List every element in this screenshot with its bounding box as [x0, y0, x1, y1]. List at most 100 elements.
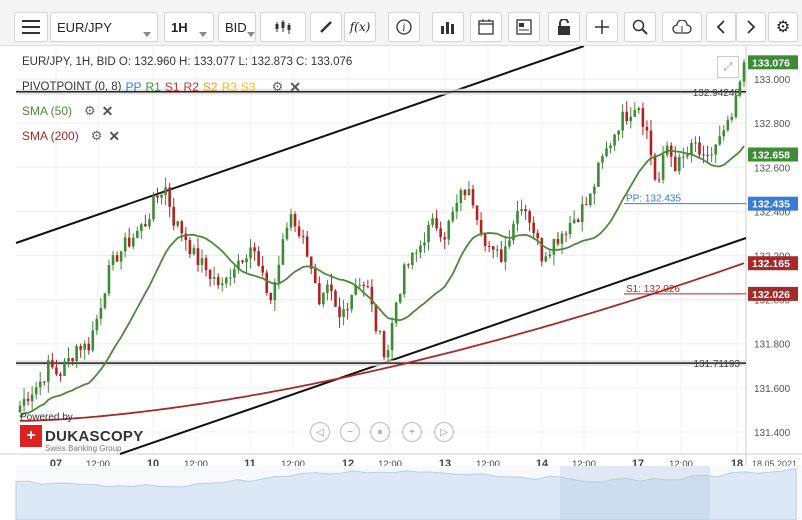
zoom-button[interactable] — [624, 12, 656, 42]
candle-body — [540, 238, 544, 262]
candle-body — [285, 227, 289, 240]
candle-body — [653, 155, 657, 180]
candle-body — [188, 240, 192, 255]
expand-icon: ⤢ — [723, 60, 733, 73]
draw-tool-button[interactable] — [310, 12, 342, 42]
nav-zoom-in-button[interactable]: + — [402, 422, 422, 442]
x-tick-label: 12:00 — [572, 459, 596, 470]
calendar-button[interactable] — [470, 12, 502, 42]
candle-body — [131, 237, 135, 247]
candle-body — [536, 233, 540, 239]
price-chart[interactable]: 133.000132.800132.600132.400132.200132.0… — [0, 46, 802, 520]
candle-body — [508, 240, 511, 247]
candle-body — [730, 117, 734, 120]
zoom-in-icon: + — [409, 426, 415, 438]
brand-name: DUKASCOPY — [45, 427, 144, 445]
candle-body — [455, 203, 459, 212]
candle-body — [500, 249, 503, 262]
candle-body — [398, 294, 402, 303]
nav-zoom-out-button[interactable]: − — [340, 422, 360, 442]
pivot-level-r3: R3 — [221, 80, 237, 94]
period-select[interactable]: 1H — [164, 12, 214, 42]
candle-body — [520, 209, 523, 211]
candle-body — [79, 346, 82, 350]
candle-body — [576, 219, 580, 223]
gear-icon[interactable]: ⚙ — [90, 128, 103, 143]
gear-icon[interactable]: ⚙ — [84, 103, 96, 118]
candle-body — [734, 95, 738, 118]
scroll-right-button[interactable] — [736, 12, 766, 42]
candle-body — [135, 230, 139, 238]
candle-body — [382, 331, 386, 358]
candle-body — [463, 190, 467, 196]
candle-body — [419, 245, 422, 253]
close-icon[interactable]: ✕ — [101, 102, 114, 119]
candle-body — [71, 358, 74, 361]
candle-body — [593, 186, 596, 194]
close-icon[interactable]: ✕ — [289, 78, 301, 95]
side-value: BID — [225, 19, 247, 35]
candle-body — [629, 116, 633, 122]
pivot-level-s1: S1 — [164, 80, 180, 94]
candle-body — [516, 210, 519, 224]
gear-icon[interactable]: ⚙ — [271, 79, 284, 94]
crosshair-button[interactable] — [586, 12, 618, 42]
candle-body — [621, 111, 624, 131]
y-tick-label: 132.600 — [754, 163, 791, 174]
info-button[interactable]: i — [388, 12, 420, 42]
indicators-button[interactable]: f(x) — [344, 12, 376, 42]
candle-body — [504, 246, 507, 262]
candle-body — [196, 248, 200, 265]
settings-button[interactable]: ⚙ — [768, 12, 798, 42]
candle-body — [83, 343, 87, 350]
candle-body — [115, 255, 119, 262]
scroll-left-button[interactable] — [706, 12, 736, 42]
candle-body — [714, 144, 717, 155]
bar-chart-button[interactable] — [432, 12, 464, 42]
cloud-upload-button[interactable] — [662, 12, 702, 42]
candle-body — [690, 143, 693, 155]
hline-label: 131.71193 — [693, 359, 740, 370]
nav-reset-button[interactable]: ⏸ — [370, 422, 390, 442]
pivot-level-s2: S2 — [202, 80, 218, 94]
side-select[interactable]: BID — [218, 12, 256, 42]
candle-body — [95, 318, 99, 331]
candle-body — [637, 108, 641, 111]
chart-area[interactable]: 133.000132.800132.600132.400132.200132.0… — [0, 46, 802, 520]
candle-body — [119, 251, 123, 262]
candle-body — [297, 226, 301, 237]
candle-body — [208, 270, 212, 279]
candle-body — [495, 249, 499, 251]
candle-body — [617, 130, 620, 135]
candle-body — [673, 156, 677, 172]
candle-body — [439, 228, 442, 238]
candle-body — [686, 154, 689, 157]
chart-type-button[interactable] — [260, 12, 306, 42]
x-tick-label: 12:00 — [184, 459, 208, 470]
arrow-right-icon: ▷ — [440, 426, 448, 438]
instrument-select[interactable]: EUR/JPY — [50, 12, 158, 42]
channel-upper-line — [15, 46, 585, 244]
nav-forward-button[interactable]: ▷ — [434, 422, 454, 442]
instrument-value: EUR/JPY — [57, 19, 112, 35]
lock-button[interactable] — [548, 12, 580, 42]
y-tick-label: 132.400 — [754, 207, 791, 218]
candle-body — [318, 283, 321, 305]
nav-back-button[interactable]: ◁ — [310, 422, 330, 442]
candle-body — [609, 145, 612, 149]
candle-body — [661, 154, 665, 180]
ohlc-info-text: EUR/JPY, 1H, BID O: 132.960 H: 133.077 L… — [22, 56, 353, 68]
x-tick-label: 12:00 — [86, 459, 110, 470]
pivot-level-r1: R1 — [145, 80, 161, 94]
news-button[interactable] — [508, 12, 540, 42]
expand-button[interactable]: ⤢ — [717, 56, 739, 78]
menu-button[interactable] — [14, 12, 48, 42]
close-icon[interactable]: ✕ — [108, 127, 121, 144]
candle-body — [277, 264, 281, 283]
calendar-icon — [478, 19, 494, 35]
candle-body — [47, 360, 50, 382]
candle-body — [415, 252, 418, 254]
gear-icon: ⚙ — [775, 19, 791, 36]
chevron-down-icon — [143, 31, 151, 37]
candle-body — [241, 260, 244, 263]
